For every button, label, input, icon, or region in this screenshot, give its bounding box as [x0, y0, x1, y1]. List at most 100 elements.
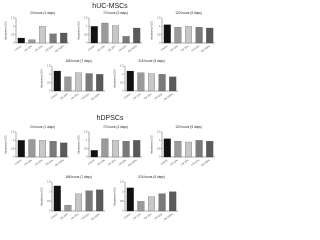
y-axis-label: Absorbance (OD) — [151, 21, 154, 40]
y-tick-label: 1.5 — [120, 65, 124, 68]
y-tick-label: 0 — [159, 42, 161, 45]
x-tick-label: Control — [160, 45, 168, 52]
y-tick-label: 0.5 — [47, 81, 51, 84]
bar — [28, 39, 36, 44]
y-tick-label: 0 — [13, 156, 15, 159]
section-title: hUC-MSCs — [92, 3, 128, 10]
x-tick-label: Control — [14, 45, 22, 52]
y-tick-label: 1.5 — [11, 17, 15, 20]
bar — [206, 141, 214, 158]
bar — [64, 205, 72, 212]
y-tick-label: 0 — [122, 90, 124, 93]
y-tick-label: 1.5 — [84, 131, 88, 134]
x-tick-label: Control — [50, 213, 58, 220]
x-tick-label: CM 50% — [191, 44, 201, 52]
bar — [133, 27, 141, 44]
x-tick-label: CM 50% — [154, 212, 164, 220]
bar — [158, 74, 166, 92]
chart-panel: 24 hours (1 days) Absorbance (OD) 0 0.5 1 1.5… — [5, 125, 69, 167]
bar — [49, 33, 57, 44]
x-tick-label: CM 100% — [127, 44, 138, 53]
bar — [133, 140, 141, 158]
chart-title: 216 hours (9 days) — [138, 59, 165, 63]
bar — [195, 27, 203, 44]
chart-panel: 24 hours (1 days) Absorbance (OD) 0 0.5 1 1.5… — [5, 11, 69, 53]
bar — [148, 196, 155, 212]
x-tick-label: CM 10% — [170, 44, 180, 52]
bar — [174, 27, 182, 44]
y-axis-label: Absorbance (OD) — [151, 135, 154, 154]
y-tick-label: 1 — [159, 25, 161, 28]
chart-panel: 168 hours (7 days) Absorbance (OD) 0 0.5 1 1.… — [41, 59, 105, 101]
y-tick-label: 0.5 — [11, 33, 15, 36]
bar — [60, 142, 68, 158]
y-tick-label: 1.5 — [47, 65, 51, 68]
x-tick-label: CM 10% — [24, 44, 34, 52]
y-axis-label: Absorbance (OD) — [114, 69, 117, 88]
x-tick-label: CM 25% — [180, 44, 190, 52]
bar — [28, 139, 36, 158]
chart-title: 72 hours (3 days) — [103, 125, 128, 129]
x-tick-label: CM 10% — [133, 212, 143, 220]
x-tick-label: Control — [87, 45, 95, 52]
section-title: hDPSCs — [97, 115, 124, 122]
y-axis-label: Absorbance (OD) — [78, 21, 81, 40]
bar — [85, 190, 93, 212]
chart-title: 216 hours (9 days) — [138, 175, 165, 179]
bar — [90, 150, 98, 158]
chart-panel: 72 hours (3 days) Absorbance (OD) 0 0.5 1 1.5… — [78, 125, 142, 167]
bar — [137, 72, 145, 92]
x-tick-label: CM 50% — [118, 158, 128, 166]
bar — [174, 141, 182, 158]
bar — [195, 140, 203, 158]
bar — [112, 140, 119, 158]
x-tick-label: Control — [123, 213, 131, 220]
chart-title: 168 hours (7 days) — [65, 59, 92, 63]
bar — [101, 138, 109, 158]
bar — [53, 70, 61, 92]
x-tick-label: CM 50% — [118, 44, 128, 52]
bar — [112, 25, 119, 44]
chart-title: 24 hours (1 days) — [30, 11, 55, 15]
chart-panel: 120 hours (5 days) Absorbance (OD) 0 0.5 1 1.… — [151, 11, 215, 53]
y-tick-label: 1 — [159, 139, 161, 142]
y-tick-label: 0.5 — [157, 33, 161, 36]
bar — [96, 74, 104, 92]
chart-panel: 216 hours (9 days) Absorbance (OD) 0 0.5 1 1.… — [114, 175, 178, 221]
bar — [163, 138, 171, 158]
x-tick-label: CM 25% — [180, 158, 190, 166]
bar — [39, 140, 46, 158]
bar — [148, 73, 155, 92]
y-tick-label: 0.5 — [84, 33, 88, 36]
x-tick-label: Control — [87, 159, 95, 166]
y-tick-label: 1.5 — [120, 181, 124, 184]
y-axis-label: Absorbance (OD) — [5, 135, 8, 154]
x-tick-label: CM 50% — [154, 92, 164, 100]
x-tick-label: Control — [50, 93, 58, 100]
y-tick-label: 1 — [49, 73, 51, 76]
y-tick-label: 1 — [49, 190, 51, 193]
y-tick-label: 1.5 — [157, 131, 161, 134]
y-tick-label: 0.5 — [120, 200, 124, 203]
y-tick-label: 0 — [13, 42, 15, 45]
y-tick-label: 0.5 — [84, 147, 88, 150]
x-tick-label: Control — [123, 93, 131, 100]
x-tick-label: CM 10% — [24, 158, 34, 166]
bar — [163, 24, 171, 44]
x-tick-label: CM 100% — [54, 44, 65, 53]
bar — [60, 32, 68, 44]
y-tick-label: 1.5 — [11, 131, 15, 134]
x-tick-label: CM 100% — [90, 212, 101, 221]
chart-panel: 168 hours (7 days) Absorbance (OD) 0 0.5 1 1.… — [41, 175, 105, 221]
x-tick-label: CM 50% — [191, 158, 201, 166]
chart-panel: 72 hours (3 days) Absorbance (OD) 0 0.5 1 1.5… — [78, 11, 142, 53]
bar — [185, 26, 192, 44]
x-tick-label: Control — [14, 159, 22, 166]
bar — [75, 72, 82, 92]
bar — [158, 193, 166, 212]
chart-title: 120 hours (5 days) — [175, 11, 202, 15]
bar — [96, 189, 104, 212]
bar — [137, 201, 145, 212]
figure: hUC-MSCs hDPSCs 24 hours (1 days) Absorba… — [5, 3, 215, 221]
bar — [169, 76, 177, 92]
